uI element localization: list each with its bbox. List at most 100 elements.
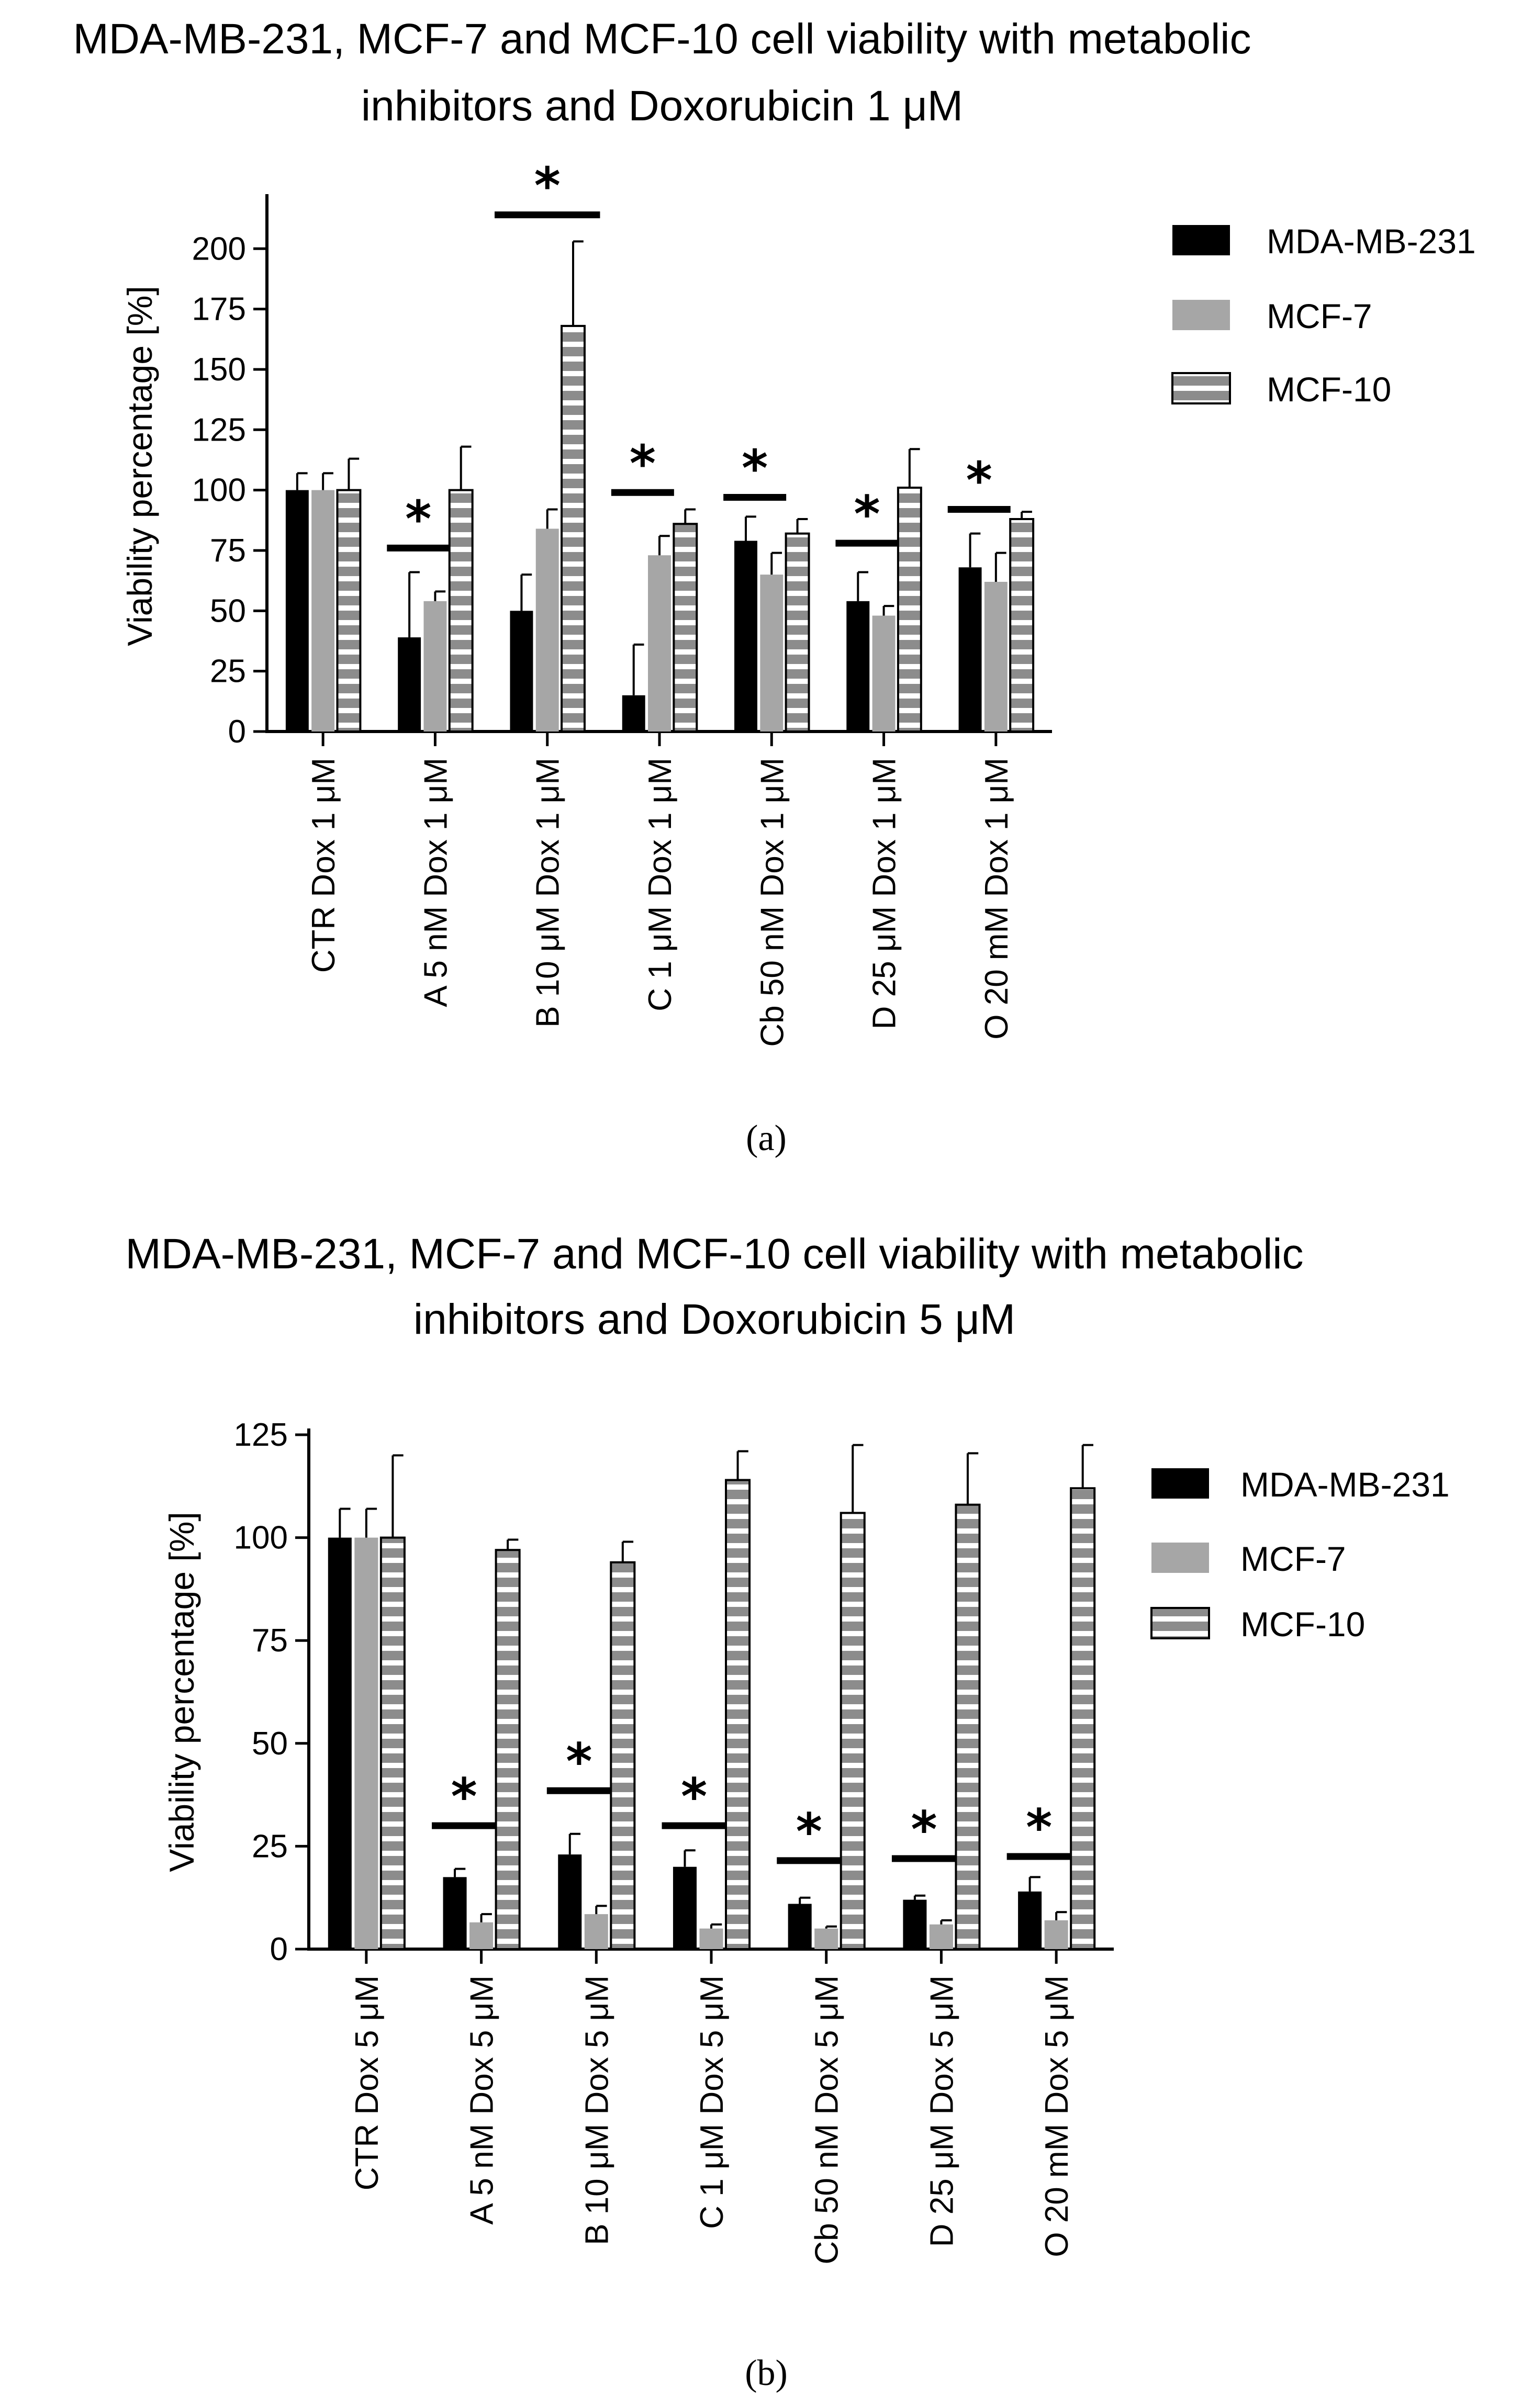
p1-bar-s0-c4 [734, 541, 757, 732]
p2-y-tick-label-100: 100 [234, 1520, 288, 1556]
p2-bar-s0-c1 [443, 1877, 467, 1949]
p2-x-tick-label-5: D 25 μM Dox 5 μM [924, 1975, 960, 2247]
p1-legend-swatch-0 [1172, 225, 1230, 255]
p1-bar-s2-c6 [1009, 518, 1035, 733]
p2-legend-swatch-1 [1151, 1543, 1209, 1573]
p2-bar-s2-c3 [725, 1479, 751, 1950]
p1-bar-s1-c0 [311, 490, 335, 732]
p1-bar-s2-c3 [673, 523, 698, 733]
p2-bar-s2-c4 [840, 1512, 866, 1950]
p1-significance-star-1: * [534, 157, 561, 216]
p1-legend-swatch-2 [1171, 372, 1231, 404]
p2-bar-s1-c1 [469, 1922, 494, 1949]
p2-bar-s1-c4 [814, 1928, 838, 1949]
p2-significance-star-0: * [451, 1768, 477, 1826]
p1-significance-star-4: * [854, 485, 880, 544]
p1-bar-s2-c1 [448, 489, 474, 733]
p1-y-tick-label-75: 75 [210, 533, 246, 569]
p1-significance-star-5: * [966, 452, 992, 510]
p2-panel-label: (b) [745, 2353, 788, 2393]
p1-title-line-2: inhibitors and Doxorubicin 1 μM [361, 82, 963, 130]
p2-x-tick-label-4: Cb 50 nM Dox 5 μM [809, 1975, 845, 2265]
p1-significance-star-0: * [405, 490, 431, 548]
p1-y-tick-label-25: 25 [210, 654, 246, 690]
p2-y-tick-label-0: 0 [270, 1931, 288, 1967]
p1-x-tick-label-5: D 25 μM Dox 1 μM [867, 758, 903, 1029]
p2-x-tick-label-2: B 10 μM Dox 5 μM [579, 1975, 615, 2245]
p1-legend-label-1: MCF-7 [1267, 297, 1372, 335]
p2-legend-label-1: MCF-7 [1240, 1539, 1346, 1578]
p2-y-tick-label-75: 75 [252, 1623, 288, 1659]
p1-bar-s0-c3 [622, 695, 645, 732]
p1-panel-label: (a) [746, 1118, 787, 1158]
p2-bar-s0-c6 [1018, 1891, 1042, 1949]
p1-y-tick-label-125: 125 [192, 412, 246, 448]
p1-bar-s1-c1 [423, 601, 447, 732]
p2-bar-s0-c5 [903, 1899, 927, 1949]
p2-bar-s2-c6 [1070, 1487, 1096, 1950]
p1-y-tick-label-50: 50 [210, 593, 246, 629]
p1-x-tick-label-4: Cb 50 nM Dox 1 μM [754, 758, 790, 1047]
p1-bar-s1-c2 [535, 528, 559, 732]
p2-y-axis-label: Viability percentage [%] [162, 1512, 201, 1872]
p1-y-tick-label-200: 200 [192, 231, 246, 267]
p1-y-tick-label-150: 150 [192, 352, 246, 388]
p1-bar-s2-c4 [785, 532, 810, 733]
p2-significance-star-5: * [1026, 1798, 1052, 1857]
p1-bar-s1-c6 [984, 581, 1008, 732]
p2-y-tick-label-125: 125 [234, 1417, 288, 1453]
p2-bar-s0-c0 [328, 1537, 352, 1949]
p1-significance-star-3: * [742, 439, 768, 498]
p2-y-tick-label-25: 25 [252, 1828, 288, 1864]
p2-bar-s2-c1 [495, 1549, 521, 1950]
p2-x-tick-label-6: O 20 mM Dox 5 μM [1039, 1975, 1075, 2257]
p1-bar-s1-c5 [872, 615, 896, 732]
p1-x-tick-label-2: B 10 μM Dox 1 μM [530, 758, 566, 1028]
p1-x-tick-label-6: O 20 mM Dox 1 μM [979, 758, 1015, 1040]
p2-significance-star-3: * [796, 1803, 822, 1861]
p1-legend-label-0: MDA-MB-231 [1267, 222, 1476, 261]
p2-x-tick-label-3: C 1 μM Dox 5 μM [694, 1975, 730, 2229]
p2-legend-swatch-0 [1151, 1468, 1209, 1499]
p1-bar-s2-c0 [336, 489, 362, 733]
p1-x-tick-label-1: A 5 nM Dox 1 μM [418, 758, 454, 1007]
p1-bar-s1-c4 [760, 575, 784, 732]
p1-legend-label-2: MCF-10 [1267, 370, 1391, 409]
p2-bar-s1-c6 [1044, 1920, 1068, 1949]
p2-significance-star-4: * [911, 1801, 937, 1859]
p1-bar-s0-c0 [285, 490, 309, 732]
p1-bar-s0-c1 [398, 637, 421, 732]
p2-bar-s0-c2 [558, 1854, 582, 1949]
p2-bar-s1-c5 [929, 1924, 953, 1949]
p1-significance-star-2: * [630, 434, 656, 493]
p2-bar-s1-c0 [354, 1537, 378, 1949]
p2-bar-s2-c0 [379, 1536, 406, 1951]
p1-bar-s0-c5 [846, 601, 870, 732]
p2-bar-s2-c5 [955, 1503, 981, 1950]
p1-legend-swatch-1 [1172, 300, 1230, 330]
p2-title-line-2: inhibitors and Doxorubicin 5 μM [413, 1296, 1015, 1343]
p2-bar-s1-c3 [699, 1928, 723, 1949]
p2-legend-swatch-2 [1150, 1607, 1210, 1639]
p2-significance-star-2: * [681, 1768, 707, 1826]
p1-title-line-1: MDA-MB-231, MCF-7 and MCF-10 cell viabil… [73, 15, 1251, 63]
p2-title-line-1: MDA-MB-231, MCF-7 and MCF-10 cell viabil… [125, 1230, 1303, 1278]
p1-bar-s2-c2 [561, 324, 586, 733]
p1-y-tick-label-175: 175 [192, 291, 246, 328]
p2-bar-s0-c3 [673, 1866, 697, 1949]
p2-legend-label-2: MCF-10 [1240, 1605, 1365, 1644]
p2-legend-label-0: MDA-MB-231 [1240, 1465, 1450, 1504]
p1-bar-s0-c6 [958, 567, 982, 732]
p2-bar-s1-c2 [584, 1914, 608, 1949]
p2-bar-s0-c4 [788, 1904, 812, 1949]
p2-bar-s2-c2 [610, 1561, 636, 1950]
p1-y-axis-label: Viability percentage [%] [120, 286, 159, 646]
p1-bar-s2-c5 [897, 487, 922, 733]
p1-y-tick-label-0: 0 [228, 714, 246, 750]
p1-x-tick-label-0: CTR Dox 1 μM [306, 758, 342, 973]
p2-x-tick-label-1: A 5 nM Dox 5 μM [464, 1975, 500, 2225]
p1-x-tick-label-3: C 1 μM Dox 1 μM [642, 758, 678, 1011]
p1-bar-s0-c2 [510, 611, 533, 732]
p2-x-tick-label-0: CTR Dox 5 μM [349, 1975, 385, 2190]
